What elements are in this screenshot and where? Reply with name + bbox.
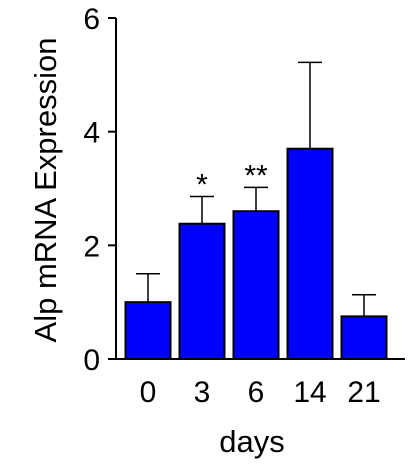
significance-marker: ** bbox=[244, 159, 268, 192]
x-tick-label: 14 bbox=[293, 376, 326, 409]
x-tick-label: 0 bbox=[140, 376, 157, 409]
y-tick-label: 0 bbox=[83, 344, 100, 377]
x-tick-label: 6 bbox=[248, 376, 265, 409]
bar bbox=[178, 222, 226, 360]
bar bbox=[124, 301, 172, 360]
bar bbox=[232, 210, 280, 360]
x-axis-title: days bbox=[219, 424, 284, 459]
plot-area: 0 2 4 6 0 3 * 6 ** 14 21 bbox=[83, 3, 405, 409]
bar bbox=[340, 315, 388, 360]
x-tick-label: 3 bbox=[194, 376, 211, 409]
bar bbox=[286, 147, 334, 360]
y-tick-label: 6 bbox=[83, 3, 100, 36]
significance-marker: * bbox=[196, 168, 208, 201]
y-tick-label: 4 bbox=[83, 117, 100, 150]
x-tick-label: 21 bbox=[347, 376, 380, 409]
y-axis-title: Alp mRNA Expression bbox=[28, 38, 63, 343]
y-tick-label: 2 bbox=[83, 230, 100, 263]
